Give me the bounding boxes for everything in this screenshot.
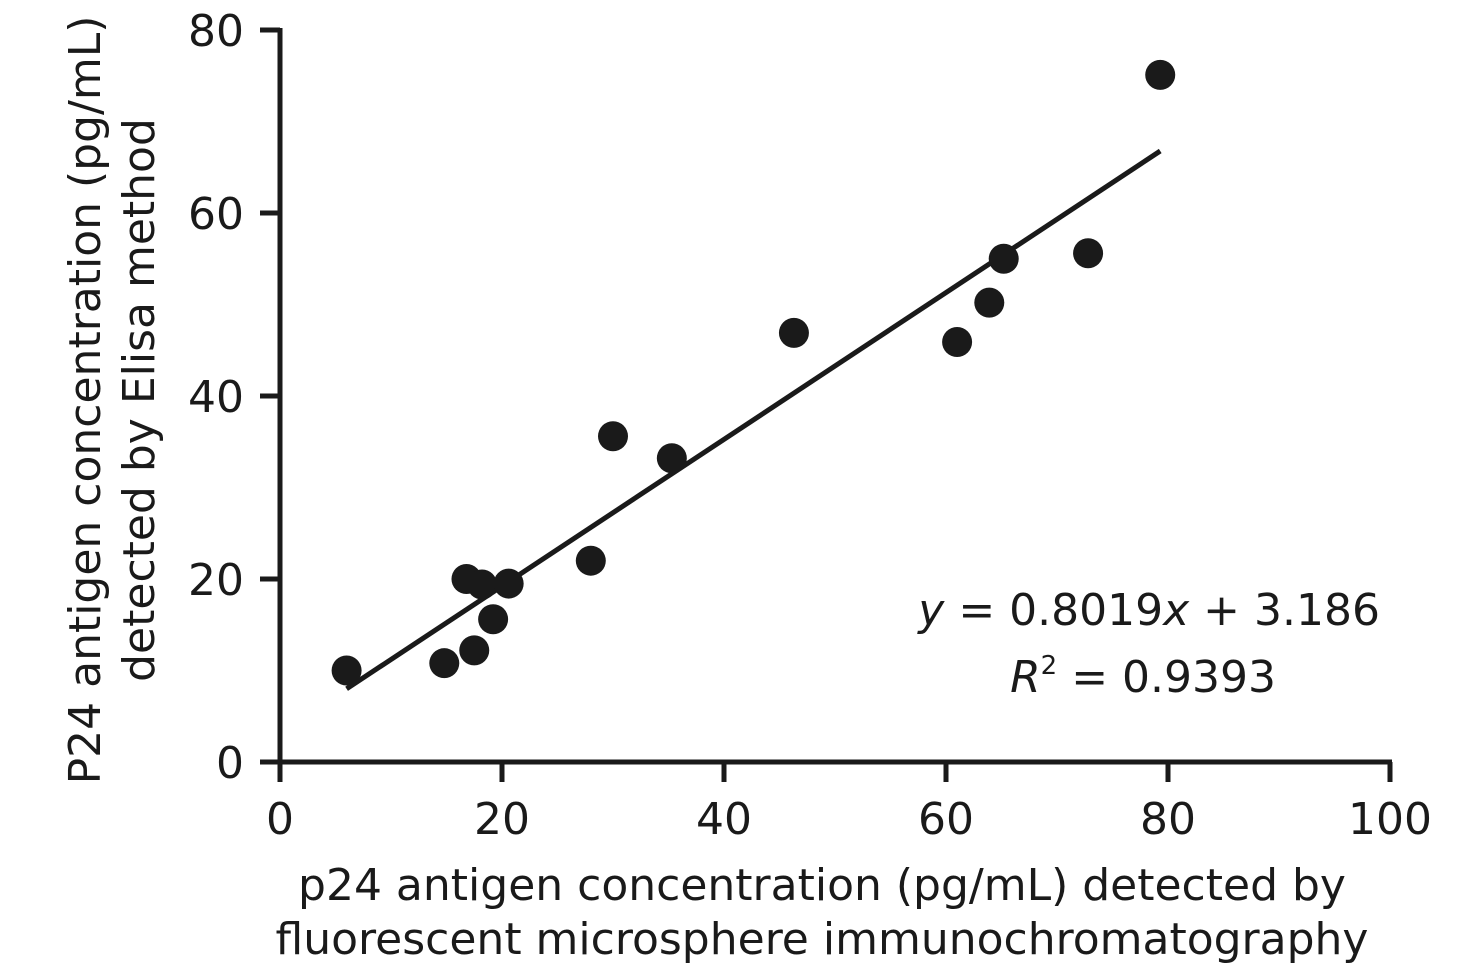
data-point [478,604,509,635]
y-tick-label: 60 [188,189,244,240]
x-tick-label: 100 [1348,794,1432,845]
x-tick-label: 60 [918,794,974,845]
data-point [493,568,524,599]
x-axis-label-line-2: fluorescent microsphere immunochromatogr… [276,914,1369,965]
y-axis-label-line-1: P24 antigen concentration (pg/mL) [60,16,111,785]
data-point [778,317,809,348]
x-tick-label: 20 [474,794,530,845]
r-squared-var: R [1010,652,1041,703]
data-points [331,59,1176,686]
data-point [656,443,687,474]
data-point [467,569,498,600]
r-squared-value: = 0.9393 [1057,652,1276,703]
data-point [974,287,1005,318]
r-squared: R2 = 0.9393 [1010,651,1276,703]
x-tick-label: 40 [696,794,752,845]
data-point [1145,59,1176,90]
equation-slope: = 0.8019 [944,585,1163,636]
y-tick-label: 20 [188,555,244,606]
x-ticks: 0 20 40 60 80 100 [266,762,1432,845]
data-point [575,545,606,576]
y-tick-label: 80 [188,6,244,57]
equation-y-var: y [916,585,945,636]
y-tick-label: 0 [216,738,244,789]
x-axis-label-line-1: p24 antigen concentration (pg/mL) detect… [298,860,1346,911]
equation-intercept: + 3.186 [1189,585,1380,636]
regression-equation: y = 0.8019x + 3.186 [916,585,1380,636]
y-ticks: 0 20 40 60 80 [188,6,280,789]
data-point [988,243,1019,274]
x-tick-label: 0 [266,794,294,845]
data-point [598,421,628,452]
data-point [331,655,362,686]
y-axis-label-line-2: detected by Elisa method [114,118,165,682]
data-point [429,648,460,679]
data-point [942,327,973,358]
y-tick-label: 40 [188,372,244,423]
data-point [459,635,490,666]
equation-x-var: x [1161,585,1190,636]
x-tick-label: 80 [1140,794,1196,845]
data-point [1073,238,1104,269]
r-squared-exponent: 2 [1041,651,1058,681]
